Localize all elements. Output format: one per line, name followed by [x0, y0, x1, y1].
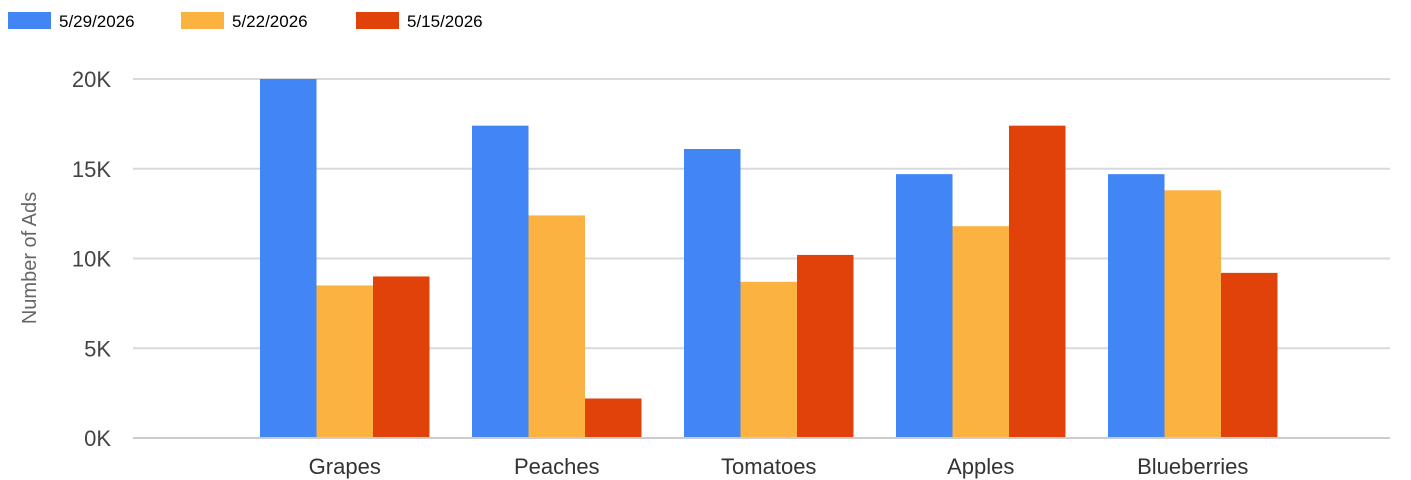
- bar: [952, 226, 1009, 438]
- bar: [528, 215, 585, 438]
- x-tick-label: Tomatoes: [721, 454, 816, 479]
- bar: [740, 281, 797, 438]
- y-tick-label: 10K: [72, 247, 111, 272]
- x-tick-label: Blueberries: [1137, 454, 1248, 479]
- bar: [1108, 174, 1165, 438]
- legend-swatch: [181, 12, 224, 29]
- y-axis-ticks: 0K 5K 10K 15K 20K: [72, 67, 111, 451]
- bar: [1009, 125, 1066, 439]
- bars: [260, 79, 1278, 439]
- bar: [1221, 272, 1278, 438]
- legend-swatch: [356, 12, 399, 29]
- bar: [585, 398, 642, 438]
- legend-label: 5/22/2026: [232, 12, 308, 31]
- bar: [1164, 190, 1221, 438]
- x-tick-label: Peaches: [514, 454, 600, 479]
- y-tick-label: 20K: [72, 67, 111, 92]
- legend: 5/29/2026 5/22/2026 5/15/2026: [8, 12, 483, 31]
- x-tick-label: Grapes: [309, 454, 381, 479]
- y-axis-title: Number of Ads: [19, 192, 41, 324]
- bar: [316, 285, 373, 438]
- y-tick-label: 15K: [72, 157, 111, 182]
- legend-swatch: [8, 12, 51, 29]
- bar: [684, 149, 741, 438]
- bar: [797, 254, 854, 438]
- y-tick-label: 0K: [84, 426, 111, 451]
- x-axis-labels: Grapes Peaches Tomatoes Apples Blueberries: [309, 454, 1249, 479]
- bar: [472, 125, 529, 439]
- y-tick-label: 5K: [84, 336, 111, 361]
- bar: [260, 79, 317, 438]
- legend-label: 5/29/2026: [59, 12, 135, 31]
- legend-label: 5/15/2026: [407, 12, 483, 31]
- bar: [896, 174, 953, 438]
- bar: [373, 276, 430, 438]
- x-tick-label: Apples: [947, 454, 1014, 479]
